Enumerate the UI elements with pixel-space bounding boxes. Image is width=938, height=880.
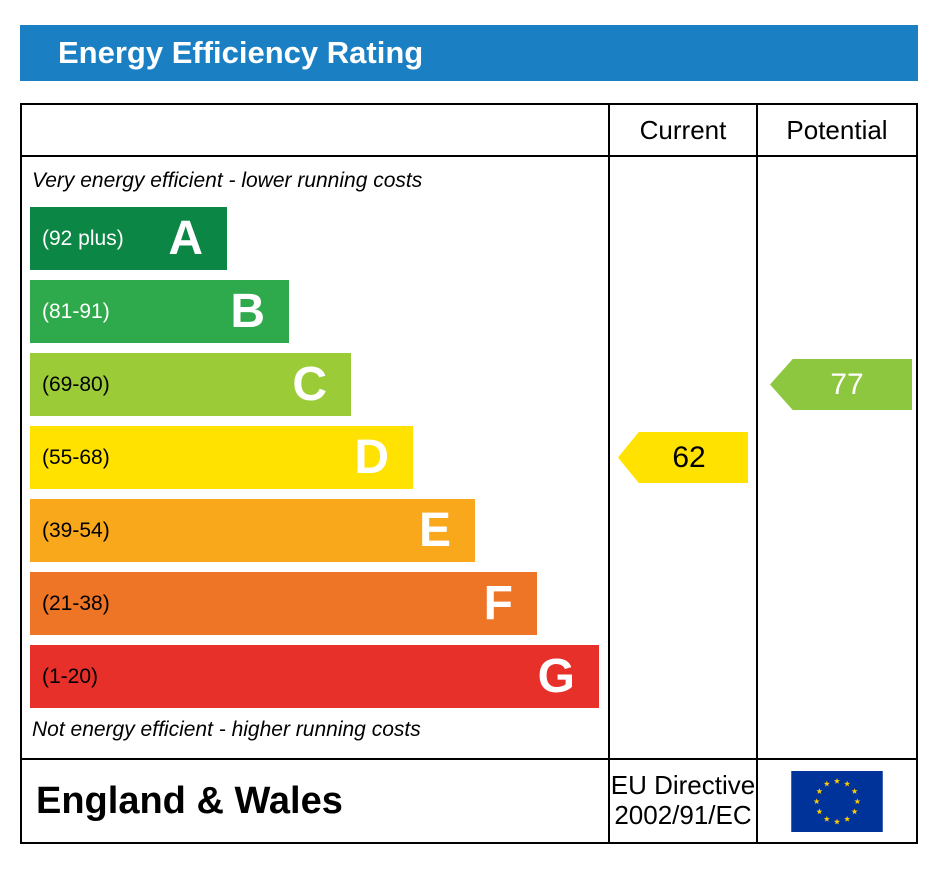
- band-letter: A: [168, 211, 203, 265]
- column-header-row: Current Potential: [22, 105, 916, 157]
- current-column: 62: [608, 157, 756, 758]
- band-bar-b: (81-91) B: [30, 280, 289, 343]
- band-row-e: (39-54) E: [30, 499, 608, 562]
- band-bar-e: (39-54) E: [30, 499, 475, 562]
- region-label: England & Wales: [36, 779, 343, 822]
- band-range-label: (81-91): [42, 299, 110, 323]
- band-letter: C: [292, 357, 327, 411]
- band-row-f: (21-38) F: [30, 572, 608, 635]
- band-row-b: (81-91) B: [30, 280, 608, 343]
- band-bar-c: (69-80) C: [30, 353, 351, 416]
- band-range-label: (39-54): [42, 518, 110, 542]
- bands-container: (92 plus) A (81-91) B (69-80) C (55-68) D (39-54…: [22, 207, 608, 708]
- band-letter: E: [418, 503, 451, 557]
- band-bar-g: (1-20) G: [30, 645, 599, 708]
- title-bar: Energy Efficiency Rating: [20, 25, 918, 81]
- band-range-label: (69-80): [42, 372, 110, 396]
- chart-body: Very energy efficient - lower running co…: [22, 157, 916, 758]
- band-bar-f: (21-38) F: [30, 572, 537, 635]
- band-letter: F: [483, 576, 513, 630]
- current-rating-arrow: 62: [618, 432, 748, 483]
- top-note: Very energy efficient - lower running co…: [32, 169, 423, 192]
- band-row-a: (92 plus) A: [30, 207, 608, 270]
- band-column-header: [22, 105, 608, 155]
- bands-column: Very energy efficient - lower running co…: [22, 157, 608, 758]
- band-range-label: (1-20): [42, 664, 99, 688]
- eu-flag-icon: [791, 770, 883, 832]
- band-letter: G: [537, 649, 575, 703]
- eu-directive-line1: EU Directive: [610, 770, 756, 801]
- eu-directive-label: EU Directive 2002/91/EC: [608, 760, 756, 842]
- chart-footer: England & Wales EU Directive 2002/91/EC: [22, 758, 916, 842]
- eu-flag-cell: [756, 760, 916, 842]
- bottom-note: Not energy efficient - higher running co…: [32, 718, 421, 741]
- band-letter: D: [354, 430, 389, 484]
- potential-column: 77: [756, 157, 916, 758]
- rating-chart: Current Potential Very energy efficient …: [20, 103, 918, 844]
- band-row-c: (69-80) C: [30, 353, 608, 416]
- current-column-header: Current: [608, 105, 756, 155]
- band-row-d: (55-68) D: [30, 426, 608, 489]
- potential-column-header: Potential: [756, 105, 916, 155]
- band-bar-d: (55-68) D: [30, 426, 413, 489]
- band-range-label: (55-68): [42, 445, 110, 469]
- page-title: Energy Efficiency Rating: [58, 35, 424, 70]
- band-letter: B: [230, 284, 265, 338]
- band-row-g: (1-20) G: [30, 645, 608, 708]
- band-bar-a: (92 plus) A: [30, 207, 227, 270]
- potential-rating-arrow: 77: [770, 359, 912, 410]
- eu-directive-line2: 2002/91/EC: [614, 800, 752, 830]
- band-range-label: (92 plus): [42, 226, 124, 250]
- band-range-label: (21-38): [42, 591, 110, 615]
